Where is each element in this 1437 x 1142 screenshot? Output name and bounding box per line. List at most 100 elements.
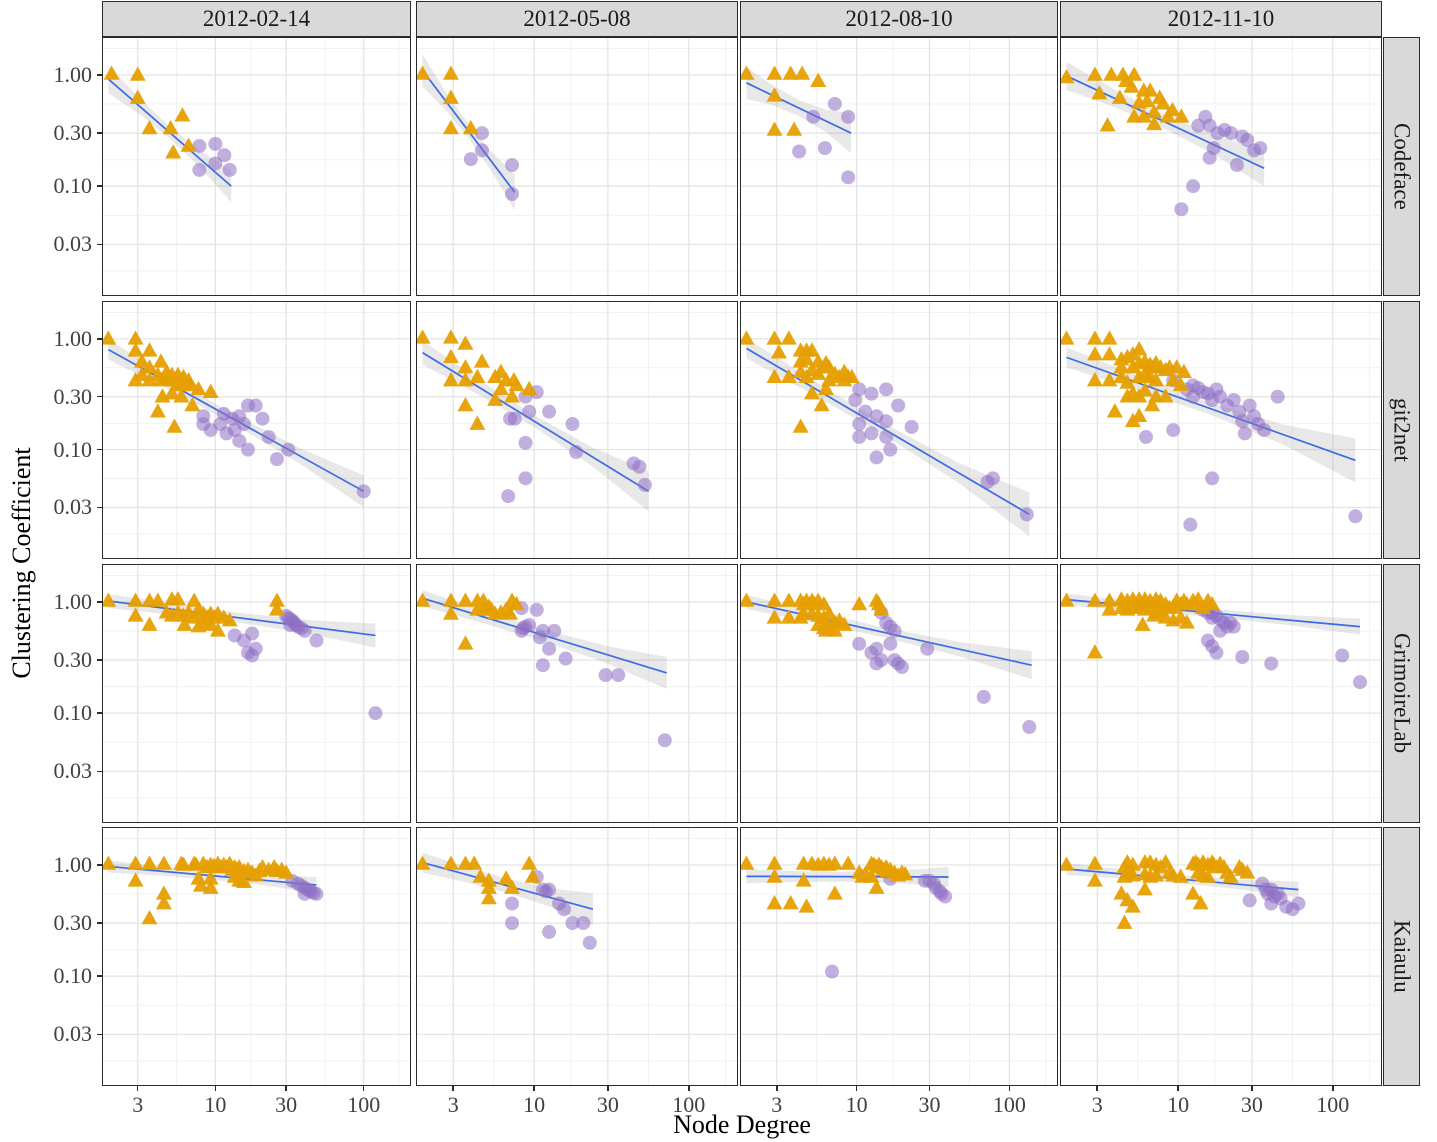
- y-tick-label: 0.30: [53, 647, 93, 673]
- triangle-point: [141, 372, 158, 387]
- triangle-point: [1086, 330, 1103, 345]
- triangle-point: [817, 380, 834, 396]
- triangle-point: [826, 622, 843, 637]
- triangle-point: [457, 397, 474, 412]
- circle-point: [248, 398, 263, 413]
- panel-Codeface-2012-11-10: [1060, 37, 1382, 296]
- confidence-ribbon: [422, 340, 649, 512]
- circle-point: [309, 633, 324, 648]
- y-tick-mark: [97, 864, 103, 866]
- circle-point: [255, 411, 270, 426]
- x-tick-label: 10: [845, 1092, 868, 1117]
- triangle-point: [129, 66, 146, 81]
- triangle-point: [268, 592, 285, 607]
- circle-point: [1186, 179, 1201, 194]
- circle-point: [1226, 393, 1241, 408]
- triangle-point: [442, 348, 459, 364]
- triangle-point: [127, 330, 144, 345]
- triangle-point: [766, 592, 783, 607]
- facet-column-label: 2012-05-08: [523, 6, 631, 31]
- grid-minor: [103, 302, 410, 558]
- triangle-point: [442, 372, 459, 387]
- x-tick-label: 3: [132, 1092, 144, 1117]
- circle-point: [1166, 423, 1181, 438]
- circle-point: [1202, 150, 1217, 165]
- grid-minor: [741, 828, 1057, 1085]
- triangle-points: [1061, 330, 1192, 428]
- triangle-point: [162, 120, 179, 135]
- circle-point: [505, 157, 520, 172]
- facet-column-strip: 2012-08-10: [740, 1, 1058, 37]
- circle-point: [817, 141, 832, 156]
- circle-point: [985, 471, 1000, 486]
- triangle-point: [457, 372, 474, 387]
- y-tick-label: 1.00: [53, 325, 93, 351]
- circle-point: [852, 382, 867, 397]
- triangle-point: [1101, 592, 1118, 607]
- circle-points: [848, 382, 1034, 522]
- triangle-point: [766, 65, 783, 80]
- y-tick-mark: [97, 601, 103, 603]
- triangle-point: [141, 910, 158, 925]
- y-tick-label: 1.00: [53, 61, 93, 87]
- circle-point: [891, 398, 906, 413]
- triangle-point: [1165, 372, 1182, 387]
- triangle-point: [766, 868, 783, 883]
- circle-point: [1205, 471, 1220, 486]
- circle-points: [192, 136, 237, 177]
- circle-point: [505, 896, 520, 911]
- circle-point: [558, 651, 573, 666]
- y-tick-label: 0.10: [53, 436, 93, 462]
- triangle-point: [1164, 101, 1181, 117]
- y-tick-label: 0.03: [53, 758, 93, 784]
- y-tick-mark: [97, 975, 103, 977]
- triangle-point: [868, 879, 885, 894]
- facet-row-label: git2net: [1389, 398, 1415, 462]
- triangle-point: [1111, 89, 1128, 104]
- triangle-point: [141, 359, 158, 374]
- triangle-point: [873, 601, 890, 616]
- triangle-point: [141, 855, 158, 870]
- x-tick-label: 30: [275, 1092, 298, 1117]
- grid-minor: [417, 302, 737, 558]
- triangle-point: [780, 368, 797, 384]
- x-tick-label: 3: [447, 1092, 459, 1117]
- x-tick-label: 3: [771, 1092, 783, 1117]
- circle-point: [1174, 202, 1189, 217]
- triangle-point: [766, 368, 783, 384]
- y-tick-label: 0.30: [53, 120, 93, 146]
- circle-point: [542, 924, 557, 939]
- circle-point: [507, 411, 522, 426]
- circle-point: [208, 136, 223, 151]
- x-tick-mark: [136, 1085, 139, 1091]
- triangle-point: [202, 616, 219, 631]
- circle-point: [463, 152, 478, 167]
- confidence-ribbon: [108, 594, 376, 648]
- circle-point: [565, 417, 580, 432]
- circle-point: [569, 445, 584, 460]
- triangle-point: [141, 616, 158, 631]
- x-tick-mark: [1096, 1085, 1098, 1091]
- panel-git2net-2012-02-14: [102, 301, 411, 559]
- circle-point: [657, 733, 672, 748]
- y-tick-mark: [97, 659, 103, 661]
- y-tick-mark: [97, 770, 103, 773]
- circle-point: [1257, 423, 1272, 438]
- triangle-point: [1172, 868, 1189, 883]
- x-tick-mark: [1177, 1085, 1179, 1091]
- triangle-point: [466, 855, 483, 870]
- circle-point: [1237, 426, 1252, 441]
- grid-minor: [741, 302, 1057, 558]
- triangle-point: [803, 385, 820, 400]
- y-tick-mark: [97, 338, 103, 340]
- triangle-point: [442, 855, 459, 870]
- panel-Kaiaulu-2012-02-14: [102, 827, 411, 1086]
- triangle-point: [173, 388, 190, 403]
- triangle-point: [442, 120, 459, 135]
- grid-major: [1061, 828, 1381, 1085]
- triangle-point: [1131, 407, 1148, 423]
- x-tick-label: 100: [992, 1092, 1026, 1117]
- circle-point: [1270, 389, 1285, 404]
- triangle-point: [184, 397, 201, 412]
